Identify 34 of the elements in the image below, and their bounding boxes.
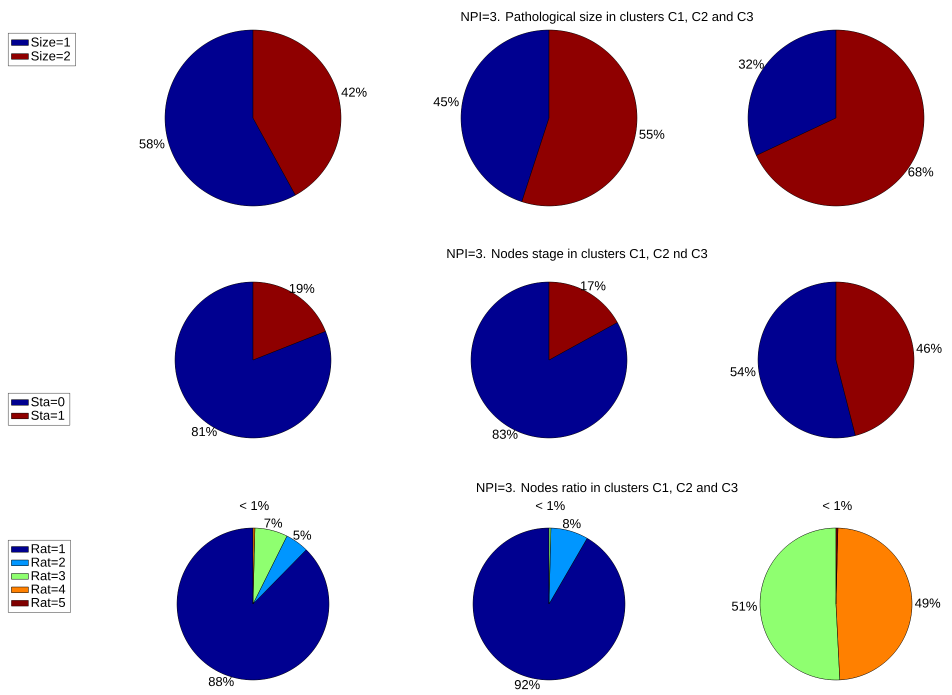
data-label: 51% (732, 602, 757, 611)
data-label: 55% (639, 130, 664, 139)
legend-label: Rat=2 (32, 558, 65, 567)
legend-label: Rat=3 (32, 571, 66, 580)
data-label: 83% (492, 430, 518, 439)
data-label: 81% (192, 426, 217, 436)
data-label: 32% (738, 60, 764, 69)
data-label: < 1% (536, 501, 565, 510)
data-label: 88% (208, 676, 234, 686)
legend-label: Sta=1 (31, 410, 64, 420)
data-label: 58% (139, 139, 164, 148)
data-label: 19% (290, 284, 314, 293)
data-label: 92% (514, 680, 540, 690)
data-label: < 1% (240, 501, 269, 510)
legend-label: Rat=5 (32, 598, 66, 608)
data-label: < 1% (822, 501, 852, 510)
chart-title: NPI=3. Nodes stage in clusters C1, C2 nd C3 (447, 248, 708, 261)
data-label: 17% (580, 281, 606, 290)
data-label: 49% (915, 598, 940, 608)
legend-label: Rat=4 (32, 584, 66, 594)
data-label: 45% (434, 97, 459, 106)
data-label: 54% (730, 367, 756, 376)
data-label: 46% (916, 344, 942, 353)
legend-label: Size=1 (31, 37, 70, 47)
chart-title: NPI=3. Pathological size in clusters C1, C2 and C3 (462, 12, 753, 24)
data-label: 68% (908, 167, 934, 176)
legend-label: Rat=1 (32, 544, 65, 554)
legend-label: Sta=0 (31, 397, 64, 406)
data-label: 7% (264, 518, 282, 528)
legend-label: Size=2 (31, 51, 70, 61)
data-label: 8% (562, 519, 581, 528)
data-label: 42% (341, 88, 367, 97)
data-label: 5% (293, 530, 312, 540)
chart-title: NPI=3. Nodes ratio in clusters C1, C2 and C3 (476, 482, 738, 494)
